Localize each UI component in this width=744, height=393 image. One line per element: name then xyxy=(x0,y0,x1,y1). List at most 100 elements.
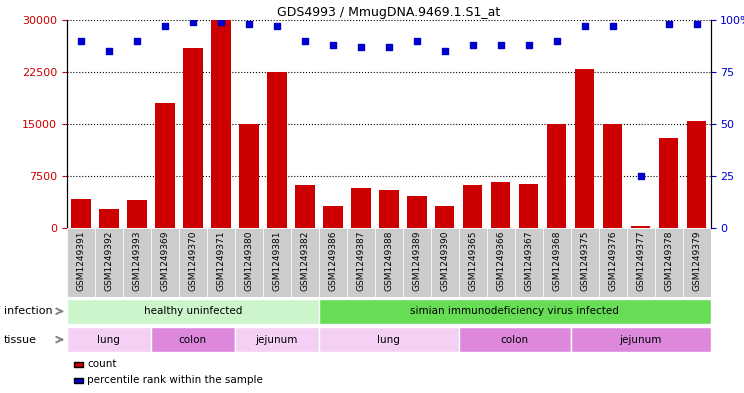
Bar xyxy=(318,299,711,324)
Bar xyxy=(459,327,571,352)
Text: simian immunodeficiency virus infected: simian immunodeficiency virus infected xyxy=(410,306,619,316)
Point xyxy=(327,42,339,48)
Text: GSM1249365: GSM1249365 xyxy=(468,230,477,291)
Bar xyxy=(463,185,482,228)
Bar xyxy=(207,228,235,297)
Point xyxy=(243,21,254,28)
Bar xyxy=(459,228,487,297)
Bar xyxy=(435,206,455,228)
Bar xyxy=(263,228,291,297)
Bar xyxy=(515,228,542,297)
Text: tissue: tissue xyxy=(4,334,36,345)
Bar xyxy=(631,226,650,228)
Text: GSM1249366: GSM1249366 xyxy=(496,230,505,291)
Point xyxy=(439,48,451,54)
Bar xyxy=(71,199,91,228)
Bar xyxy=(658,138,679,228)
Bar xyxy=(351,188,371,228)
Bar xyxy=(571,327,711,352)
Text: GSM1249393: GSM1249393 xyxy=(132,230,141,291)
Text: GSM1249370: GSM1249370 xyxy=(188,230,197,291)
Bar xyxy=(318,327,459,352)
Bar xyxy=(603,124,623,228)
Bar xyxy=(67,228,95,297)
Text: GSM1249391: GSM1249391 xyxy=(77,230,86,291)
Point xyxy=(299,38,311,44)
Bar xyxy=(123,228,151,297)
Text: percentile rank within the sample: percentile rank within the sample xyxy=(87,375,263,385)
Point xyxy=(382,44,394,50)
Bar xyxy=(431,228,459,297)
Point xyxy=(187,19,199,25)
Point xyxy=(271,23,283,29)
Bar xyxy=(179,228,207,297)
Bar xyxy=(318,228,347,297)
Bar xyxy=(67,327,151,352)
Text: count: count xyxy=(87,359,117,369)
Point xyxy=(551,38,562,44)
Point xyxy=(466,42,478,48)
Text: GSM1249388: GSM1249388 xyxy=(384,230,394,291)
Bar xyxy=(235,228,263,297)
Point xyxy=(159,23,171,29)
Text: colon: colon xyxy=(179,334,207,345)
Bar xyxy=(127,200,147,228)
Bar xyxy=(67,299,318,324)
Point xyxy=(523,42,535,48)
Bar xyxy=(267,72,286,228)
Text: GSM1249382: GSM1249382 xyxy=(301,230,310,291)
Point xyxy=(355,44,367,50)
Bar xyxy=(575,69,594,228)
Bar xyxy=(682,228,711,297)
Text: lung: lung xyxy=(377,334,400,345)
Bar xyxy=(291,228,318,297)
Bar xyxy=(626,228,655,297)
Point xyxy=(690,21,702,28)
Bar xyxy=(403,228,431,297)
Text: GSM1249386: GSM1249386 xyxy=(328,230,337,291)
Point xyxy=(579,23,591,29)
Bar xyxy=(487,228,515,297)
Text: colon: colon xyxy=(501,334,529,345)
Point xyxy=(663,21,675,28)
Point xyxy=(495,42,507,48)
Text: infection: infection xyxy=(4,306,52,316)
Point xyxy=(635,173,647,179)
Text: GSM1249371: GSM1249371 xyxy=(217,230,225,291)
Text: GSM1249379: GSM1249379 xyxy=(692,230,701,291)
Bar xyxy=(599,228,626,297)
Text: GSM1249387: GSM1249387 xyxy=(356,230,365,291)
Bar xyxy=(519,184,539,228)
Text: GSM1249369: GSM1249369 xyxy=(161,230,170,291)
Bar xyxy=(542,228,571,297)
Bar xyxy=(151,228,179,297)
Text: GSM1249376: GSM1249376 xyxy=(608,230,617,291)
Bar xyxy=(379,190,399,228)
Point xyxy=(411,38,423,44)
Bar xyxy=(99,209,119,228)
Text: GSM1249378: GSM1249378 xyxy=(664,230,673,291)
Text: GSM1249381: GSM1249381 xyxy=(272,230,281,291)
Point xyxy=(131,38,143,44)
Text: GSM1249375: GSM1249375 xyxy=(580,230,589,291)
Bar xyxy=(151,327,235,352)
Bar xyxy=(375,228,403,297)
Bar xyxy=(407,196,426,228)
Point xyxy=(75,38,87,44)
Bar xyxy=(211,20,231,228)
Text: GSM1249392: GSM1249392 xyxy=(104,230,113,291)
Text: jejunum: jejunum xyxy=(256,334,298,345)
Point xyxy=(606,23,618,29)
Bar xyxy=(571,228,599,297)
Text: lung: lung xyxy=(97,334,121,345)
Text: GSM1249380: GSM1249380 xyxy=(244,230,254,291)
Text: GSM1249390: GSM1249390 xyxy=(440,230,449,291)
Bar xyxy=(655,228,682,297)
Title: GDS4993 / MmugDNA.9469.1.S1_at: GDS4993 / MmugDNA.9469.1.S1_at xyxy=(277,6,501,19)
Bar xyxy=(547,124,566,228)
Text: jejunum: jejunum xyxy=(620,334,661,345)
Text: healthy uninfected: healthy uninfected xyxy=(144,306,242,316)
Text: GSM1249389: GSM1249389 xyxy=(412,230,421,291)
Bar xyxy=(95,228,123,297)
Text: GSM1249368: GSM1249368 xyxy=(552,230,561,291)
